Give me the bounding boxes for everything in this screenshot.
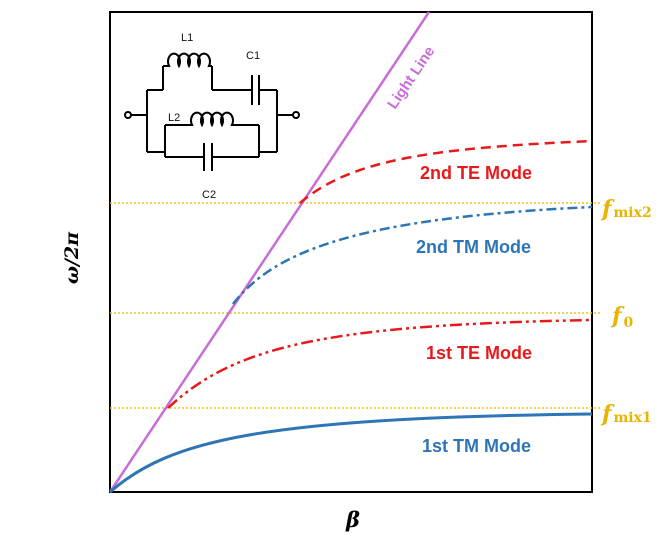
inductor-l1 bbox=[163, 52, 212, 69]
mode-label-2nd-tm: 2nd TM Mode bbox=[416, 237, 531, 257]
circuit-label-c2: C2 bbox=[202, 189, 216, 201]
frequency-reference-lines bbox=[110, 202, 600, 409]
circuit-label-l1: L1 bbox=[181, 32, 193, 44]
plot-frame bbox=[109, 11, 593, 493]
x-axis-label: β bbox=[345, 507, 360, 532]
inductor-l2 bbox=[188, 111, 235, 128]
mode-label-1st-te: 1st TE Mode bbox=[426, 343, 532, 363]
mode-label-1st-tm: 1st TM Mode bbox=[422, 436, 531, 456]
mode-curve-1st-tm bbox=[109, 412, 593, 494]
light-line-label: Light Line bbox=[384, 43, 438, 112]
left-terminal bbox=[124, 111, 132, 119]
circuit-label-c1: C1 bbox=[246, 50, 260, 62]
mode-curve-2nd-tm bbox=[232, 205, 593, 305]
resonator-circuit-schematic bbox=[124, 52, 300, 171]
light-line bbox=[108, 11, 431, 493]
mode-label-2nd-te: 2nd TE Mode bbox=[420, 163, 532, 183]
mode-curve-2nd-te bbox=[299, 139, 593, 204]
mode-curve-1st-te bbox=[167, 318, 593, 409]
frequency-label-fmix2: f mix2 bbox=[600, 196, 652, 222]
y-axis-label: ω/2π bbox=[61, 231, 83, 284]
frequency-label-fmix1: f mix1 bbox=[600, 401, 652, 427]
right-terminal bbox=[292, 111, 300, 119]
circuit-label-l2: L2 bbox=[168, 112, 180, 124]
